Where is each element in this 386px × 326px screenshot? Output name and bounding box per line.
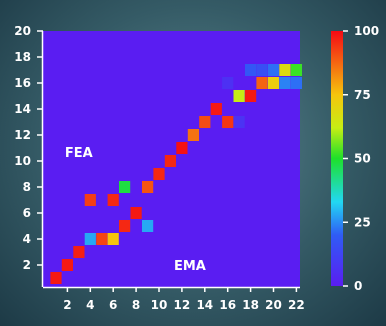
heatmap-cell — [142, 220, 154, 232]
y-tick-label: 6 — [23, 206, 31, 220]
heatmap-cell — [107, 233, 119, 245]
y-tick-label: 18 — [14, 50, 31, 64]
heatmap-cells — [50, 64, 302, 284]
y-tick-label: 14 — [14, 102, 31, 116]
y-tick-label: 2 — [23, 258, 31, 272]
heatmap-cell — [153, 168, 165, 180]
heatmap-cell — [256, 77, 268, 89]
y-tick-label: 10 — [14, 154, 31, 168]
colorbar-tick-label: 75 — [354, 88, 371, 102]
x-tick-label: 8 — [132, 298, 140, 312]
heatmap-cell — [187, 129, 199, 141]
heatmap-cell — [130, 207, 142, 219]
annotation-label: EMA — [174, 259, 206, 274]
x-tick-label: 2 — [63, 298, 71, 312]
heatmap-cell — [222, 77, 234, 89]
colorbar-tick-label: 0 — [354, 279, 362, 293]
heatmap-cell — [256, 64, 268, 76]
x-tick-label: 14 — [196, 298, 213, 312]
heatmap-cell — [290, 64, 302, 76]
y-tick-label: 4 — [23, 232, 31, 246]
heatmap-cell — [84, 194, 96, 206]
heatmap-cell — [142, 181, 154, 193]
y-tick-label: 16 — [14, 76, 31, 90]
heatmap-cell — [267, 64, 280, 76]
annotations: FEA EMA — [65, 146, 206, 274]
x-tick-label: 6 — [109, 298, 117, 312]
heatmap-cell — [199, 116, 211, 128]
x-tick-label: 10 — [151, 298, 168, 312]
colorbar-tick-label: 50 — [354, 152, 371, 166]
heatmap-cell — [119, 181, 131, 193]
heatmap-cell — [73, 246, 85, 258]
heatmap-cell — [222, 116, 234, 128]
heatmap-cell — [176, 142, 188, 154]
x-tick-label: 4 — [86, 298, 94, 312]
annotation-label: FEA — [65, 146, 93, 161]
heatmap-cell — [50, 272, 62, 284]
heatmap-cell — [84, 233, 96, 245]
heatmap-cell — [164, 155, 176, 167]
y-tick-label: 8 — [23, 180, 31, 194]
colorbar-tick-label: 25 — [354, 215, 371, 229]
colorbar — [331, 31, 343, 286]
heatmap-cell — [233, 116, 245, 128]
heatmap-cell — [279, 64, 291, 76]
x-tick-label: 16 — [219, 298, 236, 312]
heatmap-cell — [290, 77, 302, 89]
heatmap-cell — [107, 194, 119, 206]
heatmap-cell — [279, 77, 291, 89]
heatmap-cell — [210, 103, 222, 115]
heatmap-cell — [267, 77, 280, 89]
heatmap-cell — [119, 220, 131, 232]
y-tick-label: 12 — [14, 128, 31, 142]
x-tick-label: 22 — [288, 298, 305, 312]
x-tick-label: 18 — [242, 298, 259, 312]
heatmap-cell — [245, 90, 257, 102]
y-tick-label: 20 — [14, 24, 31, 38]
x-tick-label: 12 — [174, 298, 191, 312]
heatmap-cell — [245, 64, 257, 76]
x-tick-label: 20 — [265, 298, 282, 312]
heatmap-cell — [96, 233, 108, 245]
heatmap-cell — [61, 259, 73, 271]
heatmap-cell — [233, 90, 245, 102]
colorbar-tick-label: 100 — [354, 24, 379, 38]
colorbar-ticks: 0 25 50 75 100 — [343, 24, 379, 293]
